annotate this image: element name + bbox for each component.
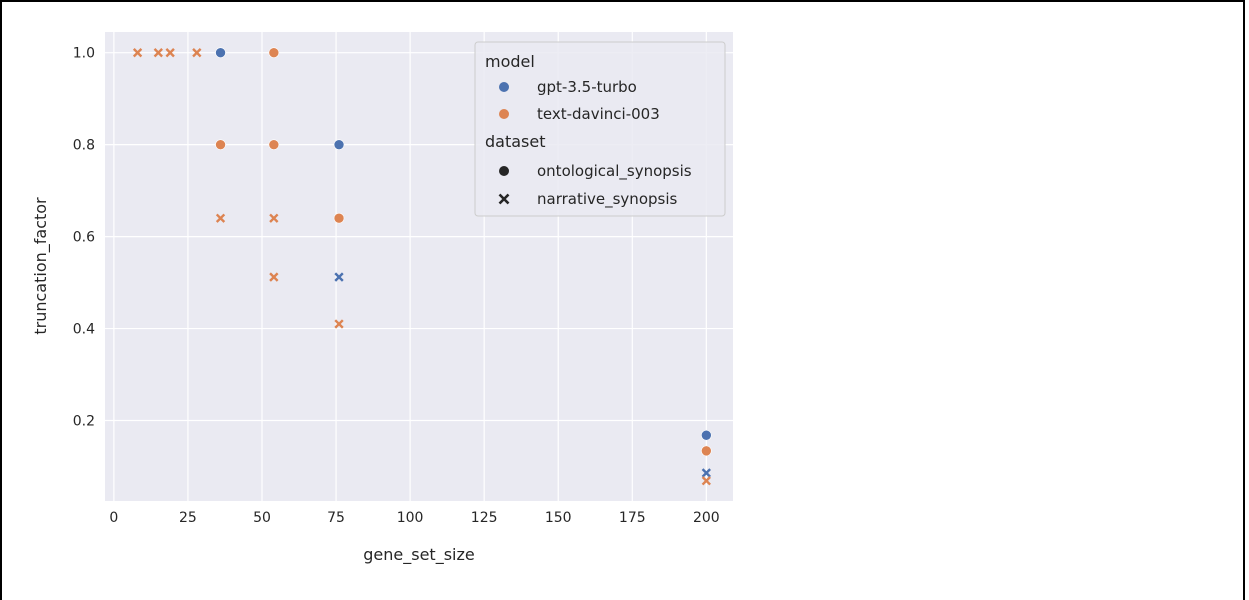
y-tick-label-0-4: 0.4 [73, 322, 95, 338]
x-tick-label-75: 75 [327, 510, 345, 526]
y-axis-label: truncation_factor [31, 197, 51, 335]
y-tick-labels: 0.2 0.4 0.6 0.8 1.0 [73, 46, 95, 430]
x-tick-label-200: 200 [693, 510, 720, 526]
x-tick-label-175: 175 [619, 510, 646, 526]
x-tick-label-100: 100 [397, 510, 424, 526]
grid-lines [105, 32, 733, 501]
data-points [132, 47, 712, 486]
legend-label-text-davinci-003: text-davinci-003 [537, 105, 660, 123]
point-text-davinci-003-ontological-synopsis-16 [701, 445, 712, 457]
legend-marker-gpt-3-5-turbo [499, 82, 509, 92]
x-tick-label-50: 50 [253, 510, 271, 526]
point-gpt-3-5-turbo-ontological-synopsis-4 [215, 47, 226, 58]
point-text-davinci-003-ontological-synopsis-11 [333, 212, 345, 224]
point-text-davinci-003-narrative-synopsis-3 [192, 48, 202, 58]
y-tick-label-0-8: 0.8 [73, 138, 95, 154]
point-text-davinci-003-narrative-synopsis-12 [269, 272, 279, 282]
point-text-davinci-003-narrative-synopsis-10 [269, 213, 279, 223]
point-gpt-3-5-turbo-ontological-synopsis-8 [333, 139, 345, 150]
x-tick-labels: 0 25 50 75 100 125 150 175 200 [109, 510, 719, 526]
point-gpt-3-5-turbo-narrative-synopsis-17 [701, 468, 711, 478]
legend-box [474, 41, 726, 217]
point-text-davinci-003-narrative-synopsis-0 [132, 48, 143, 58]
point-text-davinci-003-ontological-synopsis-7 [268, 139, 280, 150]
y-tick-label-0-6: 0.6 [73, 230, 95, 246]
point-gpt-3-5-turbo-narrative-synopsis-13 [334, 272, 344, 282]
legend-label-narrative-synopsis: narrative_synopsis [537, 190, 677, 209]
x-axis-label: gene_set_size [363, 545, 474, 565]
legend-style-title: dataset [485, 132, 546, 151]
legend-label-gpt-3-5-turbo: gpt-3.5-turbo [537, 78, 637, 96]
legend-hue-title: model [485, 52, 535, 71]
point-text-davinci-003-narrative-synopsis-9 [215, 213, 226, 223]
point-text-davinci-003-narrative-synopsis-18 [701, 476, 711, 486]
x-tick-label-0: 0 [109, 510, 118, 526]
point-text-davinci-003-narrative-synopsis-1 [153, 48, 163, 58]
legend-marker-text-davinci-003 [499, 109, 509, 119]
legend: model gpt-3.5-turbo text-davinci-003 dat… [474, 41, 726, 217]
y-tick-label-0-2: 0.2 [73, 414, 95, 430]
point-gpt-3-5-turbo-ontological-synopsis-15 [701, 429, 712, 441]
x-tick-label-125: 125 [471, 510, 498, 526]
point-text-davinci-003-ontological-synopsis-5 [268, 47, 280, 58]
legend-marker-ontological-synopsis [499, 166, 509, 176]
point-text-davinci-003-ontological-synopsis-6 [215, 139, 226, 150]
x-tick-label-150: 150 [545, 510, 572, 526]
point-text-davinci-003-narrative-synopsis-2 [165, 48, 175, 58]
x-tick-label-25: 25 [179, 510, 197, 526]
legend-label-ontological-synopsis: ontological_synopsis [537, 162, 692, 181]
point-text-davinci-003-narrative-synopsis-14 [334, 319, 344, 329]
legend-marker-narrative-synopsis [498, 193, 510, 205]
y-tick-label-1-0: 1.0 [73, 46, 95, 62]
